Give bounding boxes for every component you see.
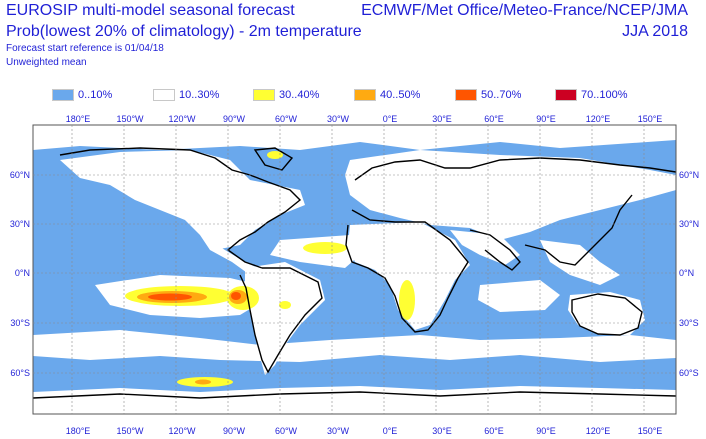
- longitude-labels-bottom: 180°E 150°W 120°W 90°W 60°W 30°W 0°E 30°…: [66, 426, 663, 436]
- map-title: EUROSIP multi-model seasonal forecast: [6, 2, 295, 19]
- 50-70-percent-areas: [148, 292, 241, 301]
- legend-label: 0..10%: [78, 89, 113, 101]
- lat-label: 60°S: [679, 368, 699, 378]
- map-subtitle: Prob(lowest 20% of climatology) - 2m tem…: [6, 23, 362, 40]
- legend-item-70-100: 70..100%: [555, 87, 627, 103]
- latitude-labels-right: 60°N 30°N 0°N 30°S 60°S: [679, 170, 699, 378]
- legend-swatch: [555, 89, 577, 101]
- map-field: [33, 125, 676, 414]
- legend-swatch: [52, 89, 74, 101]
- lon-label: 90°W: [223, 114, 246, 124]
- legend-item-50-70: 50..70%: [455, 87, 521, 103]
- lon-label: 180°E: [66, 426, 91, 436]
- legend-swatch: [455, 89, 477, 101]
- latitude-labels-left: 60°N 30°N 0°N 30°S 60°S: [10, 170, 30, 378]
- lon-label: 150°E: [638, 114, 663, 124]
- lon-label: 180°E: [66, 114, 91, 124]
- legend-item-30-40: 30..40%: [253, 87, 319, 103]
- lon-label: 90°W: [223, 426, 246, 436]
- legend-label: 70..100%: [581, 89, 628, 101]
- forecast-start-reference: Forecast start reference is 01/04/18: [6, 43, 164, 54]
- lat-label: 60°N: [10, 170, 30, 180]
- legend-swatch: [153, 89, 175, 101]
- color-legend: 0..10% 10..30% 30..40% 40..50% 50..70% 7…: [0, 87, 706, 103]
- lon-label: 30°W: [327, 426, 350, 436]
- weighting-note: Unweighted mean: [6, 57, 87, 68]
- lon-label: 60°E: [484, 426, 504, 436]
- lat-label: 30°S: [679, 318, 699, 328]
- lon-label: 150°E: [638, 426, 663, 436]
- legend-item-40-50: 40..50%: [354, 87, 420, 103]
- lon-label: 0°E: [383, 426, 398, 436]
- lat-label: 30°N: [10, 219, 30, 229]
- lon-label: 90°E: [536, 114, 556, 124]
- lon-label: 90°E: [536, 426, 556, 436]
- season-label: JJA 2018: [622, 23, 688, 40]
- legend-label: 10..30%: [179, 89, 220, 101]
- lon-label: 30°W: [327, 114, 350, 124]
- graticule: [33, 125, 676, 414]
- lat-label: 0°N: [679, 268, 694, 278]
- longitude-labels-top: 180°E 150°W 120°W 90°W 60°W 30°W 0°E 30°…: [66, 114, 663, 124]
- lat-label: 30°N: [679, 219, 699, 229]
- legend-item-10-30: 10..30%: [153, 87, 219, 103]
- model-sources: ECMWF/Met Office/Meteo-France/NCEP/JMA: [361, 2, 688, 19]
- lon-label: 120°E: [586, 114, 611, 124]
- lat-label: 60°S: [10, 368, 30, 378]
- lon-label: 120°W: [168, 426, 196, 436]
- lat-label: 60°N: [679, 170, 699, 180]
- lon-label: 120°W: [168, 114, 196, 124]
- lon-label: 0°E: [383, 114, 398, 124]
- map-frame: [32, 124, 677, 415]
- lat-label: 0°N: [15, 268, 30, 278]
- legend-swatch: [354, 89, 376, 101]
- lon-label: 150°W: [116, 114, 144, 124]
- lon-label: 60°W: [275, 114, 298, 124]
- mid-probability-areas: [33, 125, 676, 414]
- lat-label: 30°S: [10, 318, 30, 328]
- legend-label: 50..70%: [481, 89, 522, 101]
- lon-label: 60°E: [484, 114, 504, 124]
- lon-label: 150°W: [116, 426, 144, 436]
- legend-label: 30..40%: [279, 89, 320, 101]
- lon-label: 30°E: [432, 426, 452, 436]
- lon-label: 60°W: [275, 426, 298, 436]
- legend-swatch: [253, 89, 275, 101]
- lon-label: 120°E: [586, 426, 611, 436]
- legend-item-0-10: 0..10%: [52, 87, 112, 103]
- legend-label: 40..50%: [380, 89, 421, 101]
- coastlines: [33, 147, 676, 399]
- lon-label: 30°E: [432, 114, 452, 124]
